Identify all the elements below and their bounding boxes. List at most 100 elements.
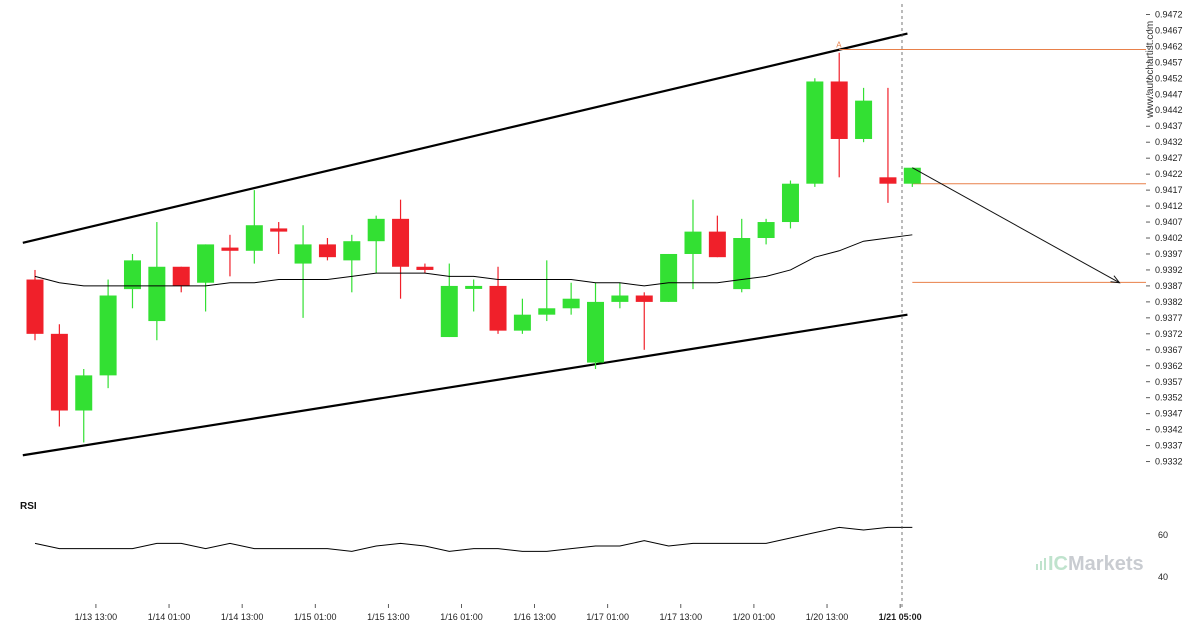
rsi-tick-40: 40 — [1158, 572, 1168, 582]
candle — [635, 292, 653, 350]
candle-body-up — [684, 231, 702, 254]
candle-body-down — [318, 244, 336, 258]
brand-bar-1 — [1036, 564, 1038, 570]
candle — [221, 234, 239, 277]
candle — [197, 244, 215, 312]
candle-body-up — [587, 301, 605, 363]
candle — [733, 218, 751, 293]
candle — [611, 282, 629, 309]
brand-bar-2 — [1040, 561, 1042, 570]
price-tick-label: 0.9337 — [1155, 441, 1183, 451]
moving-average — [34, 234, 913, 287]
price-tick-label: 0.9362 — [1155, 361, 1183, 371]
candle-body-up — [855, 100, 873, 139]
candle — [489, 266, 507, 334]
candle-body-down — [635, 295, 653, 302]
candle-body-down — [830, 81, 848, 139]
candle — [294, 225, 312, 318]
price-tick-label: 0.9442 — [1155, 105, 1183, 115]
candle-body-up — [75, 375, 93, 411]
candle — [879, 87, 897, 203]
candle-body-up — [99, 295, 117, 376]
candle — [562, 282, 580, 315]
candle — [318, 238, 336, 261]
pattern-marker: A — [836, 41, 842, 50]
price-axis: 0.9472 0.9467 0.9462 0.9457 0.9452 0.9447 0.94… — [1146, 9, 1183, 467]
candle-body-down — [270, 228, 288, 232]
rsi-label: RSI — [20, 501, 37, 512]
forecast-arrow-head — [1110, 275, 1121, 284]
time-tick-label: 1/14 13:00 — [221, 612, 264, 622]
price-tick-label: 0.9462 — [1155, 41, 1183, 51]
price-tick-label: 0.9422 — [1155, 169, 1183, 179]
price-tick-label: 0.9377 — [1155, 313, 1183, 323]
candle — [855, 87, 873, 143]
price-tick-label: 0.9387 — [1155, 281, 1183, 291]
candle — [781, 180, 799, 229]
price-tick-label: 0.9332 — [1155, 457, 1183, 467]
candle — [367, 215, 385, 274]
time-tick-label: 1/20 01:00 — [733, 612, 776, 622]
brand-suffix: Markets — [1068, 553, 1144, 575]
candle — [903, 167, 921, 187]
candle-body-up — [611, 295, 629, 302]
candle — [513, 298, 531, 334]
candle — [538, 260, 556, 322]
candle-body-up — [465, 285, 483, 289]
candle — [270, 222, 288, 254]
price-tick-label: 0.9367 — [1155, 345, 1183, 355]
time-tick-label: 1/16 13:00 — [513, 612, 556, 622]
rsi-panel — [34, 526, 913, 552]
candle-body-down — [489, 285, 507, 331]
candle-body-up — [294, 244, 312, 264]
candle — [660, 253, 678, 302]
price-tick-label: 0.9347 — [1155, 409, 1183, 419]
price-tick-label: 0.9372 — [1155, 329, 1183, 339]
time-tick-label: 1/20 13:00 — [806, 612, 849, 622]
time-tick-label: 1/15 01:00 — [294, 612, 337, 622]
candle-body-up — [343, 241, 361, 261]
candle-body-up — [806, 81, 824, 184]
price-tick-label: 0.9447 — [1155, 89, 1183, 99]
forecast-arrow-shaft — [912, 167, 1120, 284]
candle-body-up — [197, 244, 215, 283]
candle — [99, 279, 117, 389]
time-tick-label: 1/17 13:00 — [660, 612, 703, 622]
channel-lines — [22, 32, 908, 457]
watermark-site: www.autochartist.com — [1145, 21, 1156, 119]
brand-prefix: IC — [1048, 553, 1068, 575]
price-tick-label: 0.9417 — [1155, 185, 1183, 195]
time-tick-label: 1/21 05:00 — [879, 612, 922, 622]
price-tick-label: 0.9382 — [1155, 297, 1183, 307]
candle-body-down — [708, 231, 726, 258]
candle — [50, 324, 68, 427]
price-tick-label: 0.9397 — [1155, 249, 1183, 259]
candle — [465, 279, 483, 312]
candle — [148, 222, 166, 341]
candle — [416, 263, 434, 274]
candle — [440, 263, 458, 338]
price-tick-label: 0.9432 — [1155, 137, 1183, 147]
candle-body-down — [172, 266, 190, 286]
price-tick-label: 0.9457 — [1155, 57, 1183, 67]
price-tick-label: 0.9402 — [1155, 233, 1183, 243]
candle-body-down — [221, 247, 239, 251]
price-tick-label: 0.9392 — [1155, 265, 1183, 275]
time-tick-label: 1/17 01:00 — [586, 612, 629, 622]
candle — [123, 253, 141, 309]
candle — [172, 266, 190, 293]
price-tick-label: 0.9467 — [1155, 25, 1183, 35]
candle-body-up — [781, 183, 799, 223]
time-tick-label: 1/15 13:00 — [367, 612, 410, 622]
candles — [26, 52, 921, 443]
candle-body-up — [367, 218, 385, 242]
candle-body-down — [392, 218, 410, 267]
candle — [343, 234, 361, 293]
candle-body-down — [879, 177, 897, 184]
forecast-arrow — [912, 167, 1121, 284]
time-tick-label: 1/14 01:00 — [148, 612, 191, 622]
rsi-tick-60: 60 — [1158, 530, 1168, 540]
moving-average-line — [34, 234, 913, 287]
candle-body-down — [50, 333, 68, 411]
